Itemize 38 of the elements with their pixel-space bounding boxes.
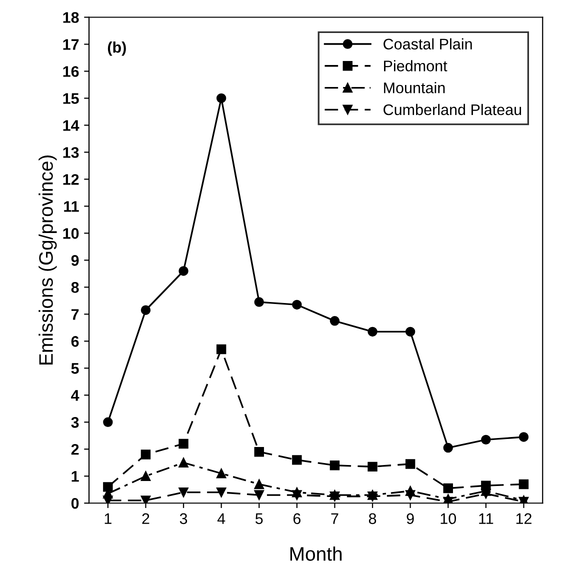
y-tick-label: 7 xyxy=(71,309,79,320)
x-tick-label: 3 xyxy=(180,513,188,524)
x-tick-label: 6 xyxy=(293,513,300,524)
x-tick-label: 5 xyxy=(255,513,263,524)
y-tick-label: 0 xyxy=(71,498,79,509)
y-tick-label: 1 xyxy=(72,471,79,482)
annotation: (b) xyxy=(108,42,126,56)
y-tick-label: 17 xyxy=(63,39,79,50)
x-tick-label: 1 xyxy=(104,513,112,524)
legend-label: Coastal Plain xyxy=(384,38,472,50)
x-tick-label: 10 xyxy=(440,513,456,524)
x-axis-title: Month xyxy=(290,546,342,561)
y-tick-label: 14 xyxy=(63,120,80,131)
y-tick-label: 18 xyxy=(63,12,79,23)
y-tick-label: 2 xyxy=(71,444,79,455)
legend-label: Cumberland Plateau xyxy=(384,104,522,116)
legend-label: Piedmont xyxy=(384,60,448,72)
y-tick-label: 9 xyxy=(71,255,79,266)
y-tick-label: 5 xyxy=(71,363,79,374)
y-tick-label: 10 xyxy=(63,228,79,239)
y-tick-label: 16 xyxy=(63,66,79,77)
x-tick-label: 2 xyxy=(142,513,150,524)
x-tick-label: 11 xyxy=(479,513,494,524)
y-tick-label: 3 xyxy=(71,417,79,428)
x-tick-label: 4 xyxy=(217,513,226,524)
x-tick-label: 12 xyxy=(516,513,532,524)
y-tick-label: 6 xyxy=(71,336,79,347)
y-tick-label: 12 xyxy=(63,174,79,185)
y-tick-label: 8 xyxy=(71,282,79,293)
x-tick-label: 7 xyxy=(331,513,338,524)
legend-label: Mountain xyxy=(384,82,445,94)
y-tick-label: 4 xyxy=(71,390,80,401)
x-tick-label: 8 xyxy=(368,513,376,524)
y-axis-title: Emissions (Gg/province) xyxy=(38,155,57,364)
x-tick-label: 9 xyxy=(406,513,414,524)
y-tick-label: 15 xyxy=(63,93,79,104)
y-tick-label: 13 xyxy=(63,147,79,158)
y-tick-label: 11 xyxy=(64,201,79,212)
